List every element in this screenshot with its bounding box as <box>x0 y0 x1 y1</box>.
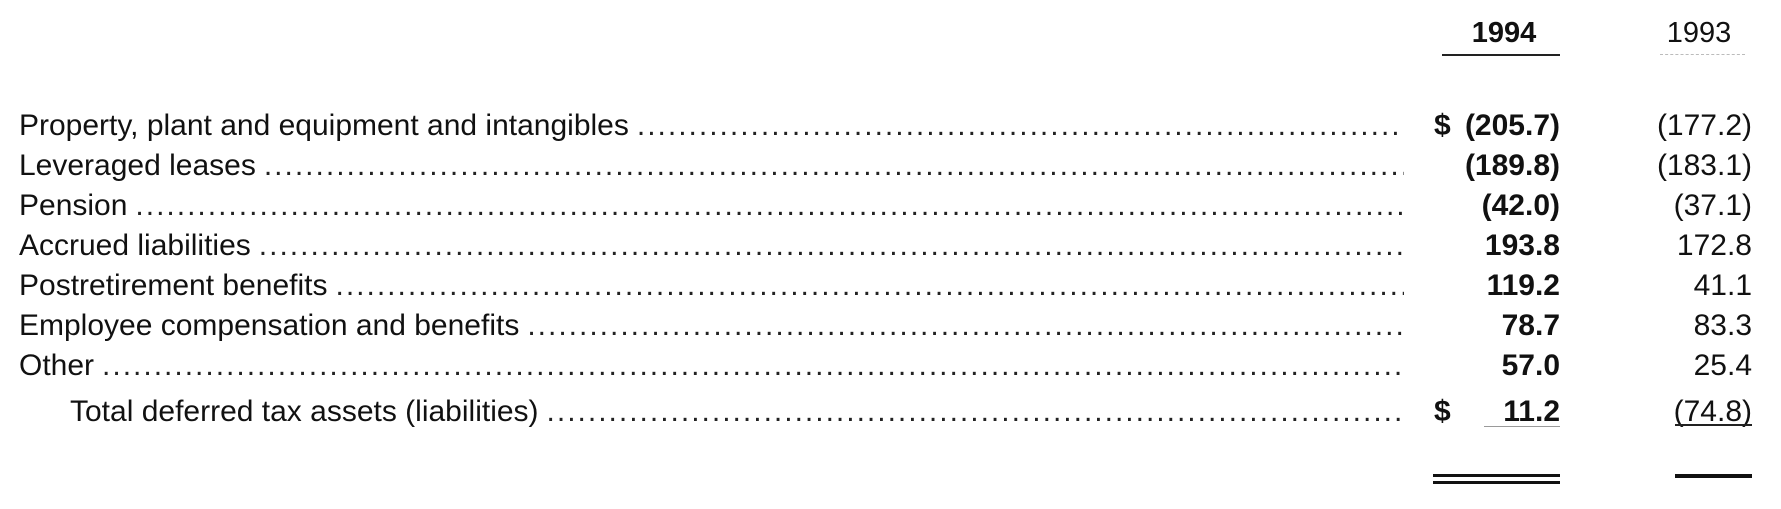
total-label-cell: Total deferred tax assets (liabilities) … <box>70 392 1404 432</box>
row-label-cell: Pension ................................… <box>19 186 1404 226</box>
column-header-1993: 1993 <box>1666 17 1732 49</box>
row-label: Accrued liabilities <box>19 229 251 262</box>
row-label: Leveraged leases <box>19 149 256 182</box>
total-double-rule-1994-lower <box>1433 481 1560 484</box>
value-1994: (189.8) <box>1464 149 1560 182</box>
table-row: Postretirement benefits ................… <box>0 266 1781 306</box>
value-1993: 41.1 <box>1693 269 1752 302</box>
dot-leader: ........................................… <box>102 349 1404 382</box>
value-1994: 119.2 <box>1486 269 1560 302</box>
total-double-rule-1994-upper <box>1433 474 1560 477</box>
table-row: Property, plant and equipment and intang… <box>0 106 1781 146</box>
table-row: Employee compensation and benefits .....… <box>0 306 1781 346</box>
total-label: Total deferred tax assets (liabilities) <box>70 395 539 428</box>
row-label-cell: Other ..................................… <box>19 346 1404 386</box>
row-label: Pension <box>19 189 128 222</box>
table-row: Other ..................................… <box>0 346 1781 386</box>
dot-leader: ........................................… <box>263 149 1404 182</box>
subtotal-rule-1994 <box>1484 426 1560 427</box>
value-1994: 193.8 <box>1484 229 1560 262</box>
dollar-sign: $ <box>1434 109 1451 142</box>
dot-leader: ........................................… <box>335 269 1404 302</box>
total-value-1994: 11.2 <box>1503 395 1560 428</box>
total-rule-1993 <box>1675 474 1752 478</box>
value-1993: 25.4 <box>1693 349 1752 382</box>
dot-leader: ........................................… <box>546 395 1404 428</box>
value-1994: 78.7 <box>1501 309 1560 342</box>
table-row: Leveraged leases .......................… <box>0 146 1781 186</box>
row-label: Property, plant and equipment and intang… <box>19 109 629 142</box>
dot-leader: ........................................… <box>135 189 1404 222</box>
value-1994: (205.7) <box>1464 109 1560 142</box>
column-header-1994: 1994 <box>1471 17 1537 49</box>
total-dollar-sign: $ <box>1434 395 1451 428</box>
total-row: Total deferred tax assets (liabilities) … <box>0 392 1781 432</box>
value-1993: 172.8 <box>1676 229 1752 262</box>
table-row: Accrued liabilities ....................… <box>0 226 1781 266</box>
column-header-1994-underline <box>1442 54 1560 56</box>
value-1993: (177.2) <box>1656 109 1752 142</box>
dot-leader: ........................................… <box>258 229 1404 262</box>
row-label: Other <box>19 349 95 382</box>
row-label: Employee compensation and benefits <box>19 309 520 342</box>
value-1993: 83.3 <box>1693 309 1752 342</box>
row-label-cell: Postretirement benefits ................… <box>19 266 1404 306</box>
value-1994: (42.0) <box>1481 189 1560 222</box>
row-label: Postretirement benefits <box>19 269 328 302</box>
value-1993: (183.1) <box>1656 149 1752 182</box>
total-value-1993: (74.8) <box>1673 395 1752 428</box>
subtotal-rule-1993 <box>1675 424 1752 426</box>
table-row: Pension ................................… <box>0 186 1781 226</box>
row-label-cell: Leveraged leases .......................… <box>19 146 1404 186</box>
row-label-cell: Property, plant and equipment and intang… <box>19 106 1404 146</box>
dot-leader: ........................................… <box>527 309 1404 342</box>
column-header-1993-underline <box>1660 54 1745 55</box>
dot-leader: ........................................… <box>636 109 1404 142</box>
value-1993: (37.1) <box>1673 189 1752 222</box>
row-label-cell: Accrued liabilities ....................… <box>19 226 1404 266</box>
row-label-cell: Employee compensation and benefits .....… <box>19 306 1404 346</box>
value-1994: 57.0 <box>1501 349 1560 382</box>
